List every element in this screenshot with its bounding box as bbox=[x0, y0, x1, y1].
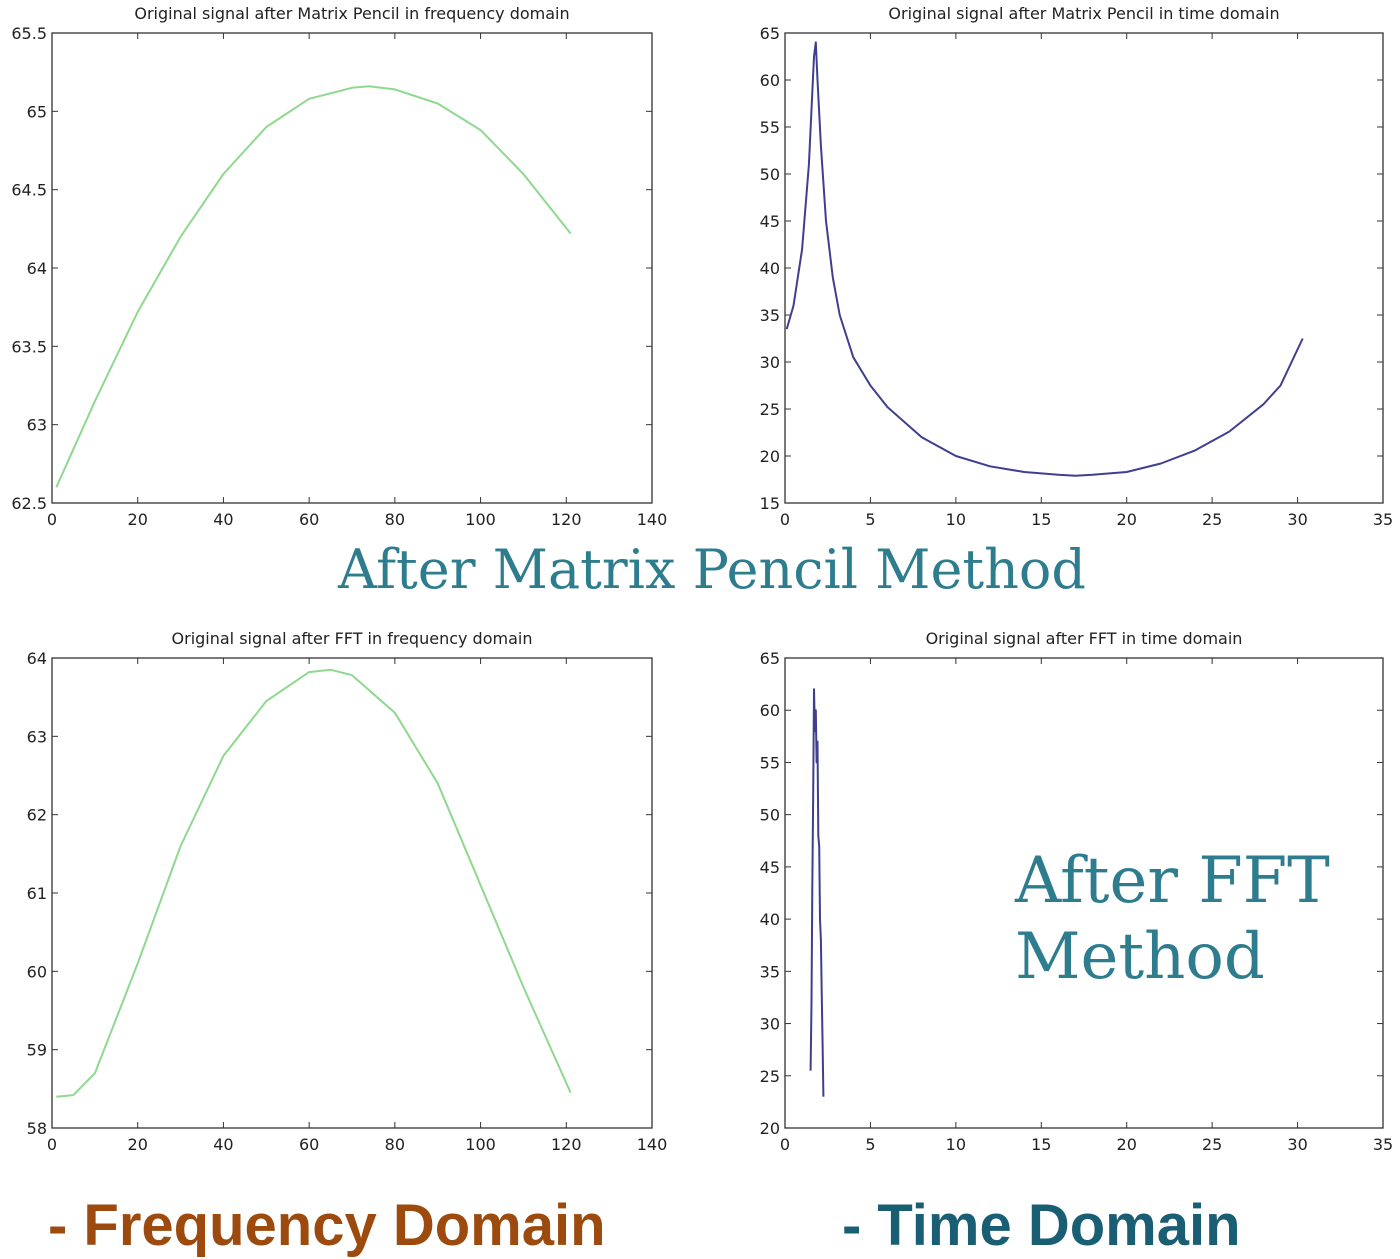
y-tick-label: 40 bbox=[760, 259, 780, 278]
y-tick-label: 64.5 bbox=[11, 181, 47, 200]
x-tick-label: 35 bbox=[1373, 1135, 1393, 1154]
x-tick-label: 40 bbox=[213, 510, 233, 529]
y-tick-label: 35 bbox=[760, 306, 780, 325]
y-tick-label: 15 bbox=[760, 494, 780, 513]
x-tick-label: 5 bbox=[865, 510, 875, 529]
x-tick-label: 30 bbox=[1287, 510, 1307, 529]
y-tick-label: 64 bbox=[27, 259, 47, 278]
y-tick-label: 45 bbox=[760, 212, 780, 231]
x-tick-label: 120 bbox=[551, 510, 582, 529]
series-line bbox=[55, 85, 572, 488]
x-tick-label: 5 bbox=[865, 1135, 875, 1154]
y-tick-label: 55 bbox=[760, 753, 780, 772]
y-tick-label: 63 bbox=[27, 727, 47, 746]
x-tick-label: 20 bbox=[1117, 1135, 1137, 1154]
x-tick-label: 10 bbox=[946, 1135, 966, 1154]
x-tick-label: 0 bbox=[47, 1135, 57, 1154]
y-tick-label: 58 bbox=[27, 1119, 47, 1138]
caption-fft-line-1: After FFT bbox=[1015, 844, 1330, 918]
x-tick-label: 80 bbox=[385, 1135, 405, 1154]
caption-matrix-pencil-method: After Matrix Pencil Method bbox=[338, 538, 1086, 601]
y-tick-label: 30 bbox=[760, 1015, 780, 1034]
x-tick-label: 25 bbox=[1202, 1135, 1222, 1154]
x-tick-label: 15 bbox=[1031, 510, 1051, 529]
y-tick-label: 20 bbox=[760, 447, 780, 466]
x-tick-label: 60 bbox=[299, 510, 319, 529]
y-tick-label: 64 bbox=[27, 649, 47, 668]
series-line bbox=[785, 41, 1304, 477]
y-tick-label: 55 bbox=[760, 118, 780, 137]
y-tick-label: 65 bbox=[27, 102, 47, 121]
y-tick-label: 62.5 bbox=[11, 494, 47, 513]
caption-frequency-domain: - Frequency Domain bbox=[48, 1193, 606, 1258]
x-tick-label: 100 bbox=[465, 510, 496, 529]
series-line bbox=[56, 668, 572, 1098]
y-tick-label: 65.5 bbox=[11, 24, 47, 43]
x-tick-label: 120 bbox=[551, 1135, 582, 1154]
plot-frame bbox=[51, 657, 653, 1129]
y-tick-label: 30 bbox=[760, 353, 780, 372]
chart-title: Original signal after Matrix Pencil in t… bbox=[888, 4, 1279, 23]
y-tick-label: 65 bbox=[760, 649, 780, 668]
y-tick-label: 65 bbox=[760, 24, 780, 43]
x-tick-label: 20 bbox=[128, 510, 148, 529]
x-tick-label: 20 bbox=[1117, 510, 1137, 529]
y-tick-label: 63 bbox=[27, 416, 47, 435]
y-tick-label: 60 bbox=[760, 71, 780, 90]
chart-title: Original signal after FFT in frequency d… bbox=[172, 629, 533, 648]
plot-frame bbox=[51, 32, 653, 504]
x-tick-label: 100 bbox=[465, 1135, 496, 1154]
y-tick-label: 60 bbox=[760, 701, 780, 720]
chart-matrix-pencil-time: Original signal after Matrix Pencil in t… bbox=[760, 4, 1394, 529]
y-tick-label: 50 bbox=[760, 806, 780, 825]
x-tick-label: 40 bbox=[213, 1135, 233, 1154]
chart-matrix-pencil-frequency: Original signal after Matrix Pencil in f… bbox=[11, 4, 667, 529]
x-tick-label: 140 bbox=[637, 1135, 668, 1154]
x-tick-label: 10 bbox=[946, 510, 966, 529]
y-tick-label: 60 bbox=[27, 962, 47, 981]
x-tick-label: 60 bbox=[299, 1135, 319, 1154]
x-tick-label: 25 bbox=[1202, 510, 1222, 529]
x-tick-label: 20 bbox=[128, 1135, 148, 1154]
y-tick-label: 35 bbox=[760, 962, 780, 981]
x-tick-label: 0 bbox=[780, 1135, 790, 1154]
y-tick-label: 62 bbox=[27, 806, 47, 825]
x-tick-label: 0 bbox=[47, 510, 57, 529]
x-tick-label: 80 bbox=[385, 510, 405, 529]
x-tick-label: 0 bbox=[780, 510, 790, 529]
chart-title: Original signal after FFT in time domain bbox=[926, 629, 1243, 648]
y-tick-label: 20 bbox=[760, 1119, 780, 1138]
chart-fft-time: Original signal after FFT in time domain… bbox=[760, 629, 1394, 1154]
chart-fft-frequency: Original signal after FFT in frequency d… bbox=[27, 629, 668, 1154]
chart-title: Original signal after Matrix Pencil in f… bbox=[134, 4, 569, 23]
caption-time-domain: - Time Domain bbox=[842, 1193, 1241, 1258]
y-tick-label: 45 bbox=[760, 858, 780, 877]
y-tick-label: 25 bbox=[760, 400, 780, 419]
plot-frame bbox=[784, 657, 1384, 1129]
x-tick-label: 30 bbox=[1287, 1135, 1307, 1154]
plot-frame bbox=[784, 32, 1384, 504]
y-tick-label: 59 bbox=[27, 1041, 47, 1060]
caption-fft-method: After FFT Method bbox=[1015, 843, 1330, 995]
y-tick-label: 50 bbox=[760, 165, 780, 184]
caption-fft-line-2: Method bbox=[1015, 920, 1265, 994]
x-tick-label: 140 bbox=[637, 510, 668, 529]
series-line bbox=[809, 688, 825, 1097]
x-tick-label: 35 bbox=[1373, 510, 1393, 529]
y-tick-label: 25 bbox=[760, 1067, 780, 1086]
y-tick-label: 61 bbox=[27, 884, 47, 903]
y-tick-label: 63.5 bbox=[11, 337, 47, 356]
y-tick-label: 40 bbox=[760, 910, 780, 929]
x-tick-label: 15 bbox=[1031, 1135, 1051, 1154]
